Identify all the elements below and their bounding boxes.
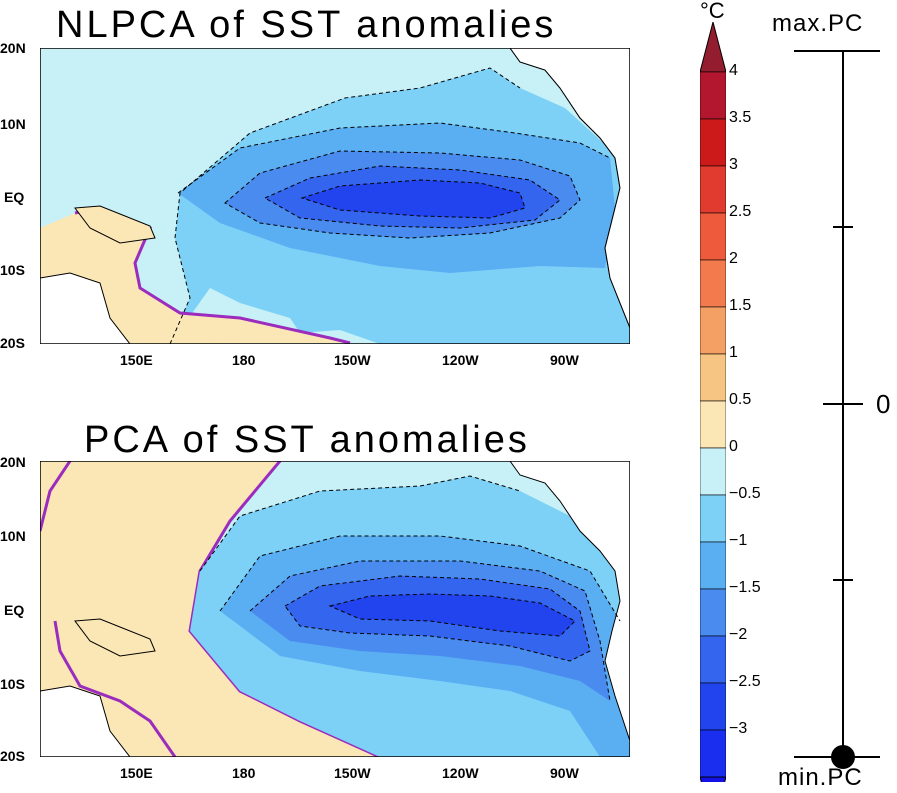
contour-dashed-3 [263,165,561,229]
bottom-lon-label-120w: 120W [442,765,479,781]
colorbar [700,22,726,782]
top-lat-label-10s: 10S [0,262,25,278]
colorbar-tick-label: 1.5 [729,297,752,314]
contour-dashed-3 [284,575,591,662]
colorbar-segment [700,682,726,731]
positive-anomaly-region [40,461,380,757]
pc-scale-axis [794,50,880,769]
land-australia [40,272,131,344]
colorbar-segment [700,71,726,120]
colorbar-segment [700,541,726,590]
bottom-panel-title: PCA of SST anomalies [84,419,530,461]
colorbar-segment [700,635,726,684]
colorbar-segment [700,118,726,167]
contour-dashed-2 [224,150,581,239]
colorbar-segment [700,729,726,778]
anomaly-band-minus-2-5-to-minus-3 [330,594,575,636]
anomaly-band-minus-2-5-to-minus-3 [302,180,525,218]
bottom-lat-label-20s: 20S [0,748,25,764]
colorbar-tick-label: 2.5 [729,203,752,220]
contour-dashed-4 [300,179,526,219]
colorbar-segment [700,259,726,308]
bottom-lon-label-180: 180 [232,765,256,781]
contour-dashed-5 [169,67,521,344]
min-pc-label: min.PC [778,764,863,791]
nlpca-map [40,48,630,344]
colorbar-segment [700,353,726,402]
colorbar-tick-label: −0.5 [729,485,761,502]
top-lat-label-20s: 20S [0,335,25,351]
land-australia [40,685,131,757]
land-new-guinea [74,205,156,244]
top-lat-label-20n: 20N [0,40,26,56]
colorbar-segment [700,588,726,637]
colorbar-segment [700,494,726,543]
top-lon-label-120w: 120W [442,352,479,368]
colorbar-tick-label: 3.5 [729,109,752,126]
zero-contour-west [40,461,177,757]
colorbar-tick-label: 3 [729,156,738,173]
contour-dashed-2 [249,560,611,702]
top-lon-label-90w: 90W [550,352,579,368]
top-lon-label-150w: 150W [334,352,371,368]
zero-pc-label: 0 [876,389,891,419]
colorbar-tick-label: −1.5 [729,579,761,596]
bottom-lon-label-150e: 150E [120,765,153,781]
colorbar-tick-label: −2.5 [729,673,761,690]
colorbar-tick-label: −2 [729,626,748,643]
colorbar-tick-label: −1 [729,532,748,549]
max-pc-label: max.PC [772,10,864,37]
colorbar-segment [700,400,726,449]
top-lon-label-180: 180 [232,352,256,368]
colorbar-tick-label: −3 [729,720,748,737]
top-lat-label-10n: 10N [0,116,26,132]
bottom-lat-label-10s: 10S [0,676,25,692]
colorbar-tick-label: 4 [729,62,738,79]
colorbar-segment [700,165,726,214]
pca-map [40,461,630,757]
land-americas [509,48,630,329]
colorbar-top-arrow [700,22,726,73]
colorbar-unit: °C [700,0,725,23]
bottom-lon-label-90w: 90W [550,765,579,781]
bottom-lat-label-20n: 20N [0,454,26,470]
pc-scale-marker [831,745,855,769]
colorbar-segment [700,306,726,355]
land-new-guinea [74,618,156,657]
colorbar-tick-label: 2 [729,250,738,267]
bottom-lat-label-eq: EQ [4,602,25,618]
bottom-lat-label-10n: 10N [0,528,26,544]
colorbar-bottom-arrow [700,776,726,782]
land-americas [509,461,630,742]
colorbar-tick-label: 1 [729,344,738,361]
contour-dashed-5 [199,475,521,572]
top-panel-title: NLPCA of SST anomalies [56,4,557,46]
colorbar-tick-label: 0.5 [729,391,752,408]
top-lon-label-150e: 150E [120,352,153,368]
contour-dashed-1 [177,122,611,194]
bottom-lon-label-150w: 150W [334,765,371,781]
colorbar-segment [700,447,726,496]
colorbar-tick-label: 0 [729,438,738,455]
colorbar-segment [700,212,726,261]
top-lat-label-eq: EQ [4,189,25,205]
